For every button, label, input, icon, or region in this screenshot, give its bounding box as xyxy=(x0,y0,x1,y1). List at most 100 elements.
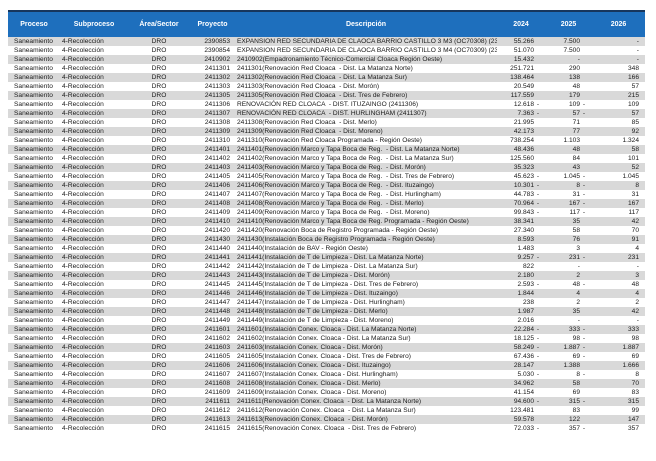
table-row[interactable]: Saneamiento 4-Recolección DRO 2411301 241130… xyxy=(8,64,645,73)
table-row[interactable]: Saneamiento 4-Recolección DRO 2410902 241090… xyxy=(8,55,645,64)
table-body: Saneamiento 4-Recolección DRO 2390853 EXPANS… xyxy=(8,37,645,433)
table-row[interactable]: Saneamiento 4-Recolección DRO 2411420 241142… xyxy=(8,226,645,235)
table-row[interactable]: Saneamiento 4-Recolección DRO 2411612 241161… xyxy=(8,406,645,415)
table-row[interactable]: Saneamiento 4-Recolección DRO 2411606 241160… xyxy=(8,361,645,370)
table-row[interactable]: Saneamiento 4-Recolección DRO 2390854 EXPANS… xyxy=(8,46,645,55)
cell-2024: 822 xyxy=(522,263,534,270)
table-row[interactable]: Saneamiento 4-Recolección DRO 2411608 241160… xyxy=(8,379,645,388)
cell-subproceso: 4-Recolección xyxy=(62,407,104,414)
cell-2025: - xyxy=(577,317,580,324)
table-row[interactable]: Saneamiento 4-Recolección DRO 2411605 241160… xyxy=(8,352,645,361)
table-row[interactable]: Saneamiento 4-Recolección DRO 2411448 241144… xyxy=(8,307,645,316)
cell-2025: - xyxy=(577,56,580,63)
table-row[interactable]: Saneamiento 4-Recolección DRO 2411401 241140… xyxy=(8,145,645,154)
cell-descripcion: 2411430(Instalación Boca de Registro Pro… xyxy=(237,236,435,243)
cell-2024: 45.623- xyxy=(513,173,540,180)
cell-area-sector: DRO xyxy=(151,308,167,315)
table-row[interactable]: Saneamiento 4-Recolección DRO 2411447 241144… xyxy=(8,298,645,307)
cell-2025: 58 xyxy=(572,227,580,234)
table-row[interactable]: Saneamiento 4-Recolección DRO 2411405 241140… xyxy=(8,172,645,181)
cell-2024: 12.618- xyxy=(513,101,540,108)
cell-area-sector: DRO xyxy=(151,101,167,108)
cell-descripcion: 2411410(Renovación Marco y Tapa Boca de … xyxy=(237,218,469,225)
cell-proceso: Saneamiento xyxy=(14,191,53,198)
cell-proceso: Saneamiento xyxy=(14,389,53,396)
cell-proceso: Saneamiento xyxy=(14,74,53,81)
cell-2024: 20.549 xyxy=(513,83,534,90)
cell-2026: 91 xyxy=(631,236,639,243)
col-header-2025: 2025 xyxy=(545,11,592,37)
table-row[interactable]: Saneamiento 4-Recolección DRO 2411613 241161… xyxy=(8,415,645,424)
table-row[interactable]: Saneamiento 4-Recolección DRO 2411445 241144… xyxy=(8,280,645,289)
cell-proceso: Saneamiento xyxy=(14,119,53,126)
cell-descripcion: 2411615(Renovación Conex. Cloaca - Dist.… xyxy=(237,425,417,432)
table-row[interactable]: Saneamiento 4-Recolección DRO 2411409 241140… xyxy=(8,208,645,217)
table-row[interactable]: Saneamiento 4-Recolección DRO 2411440 241144… xyxy=(8,244,645,253)
table-row[interactable]: Saneamiento 4-Recolección DRO 2411443 241144… xyxy=(8,271,645,280)
cell-subproceso: 4-Recolección xyxy=(62,173,104,180)
table-row[interactable]: Saneamiento 4-Recolección DRO 2411615 241161… xyxy=(8,424,645,433)
table-row[interactable]: Saneamiento 4-Recolección DRO 2411305 241130… xyxy=(8,91,645,100)
table-row[interactable]: Saneamiento 4-Recolección DRO 2411307 RENOVA… xyxy=(8,109,645,118)
cell-proyecto: 2411603 xyxy=(204,344,230,351)
cell-2026: 1.887 xyxy=(622,344,639,351)
cell-area-sector: DRO xyxy=(151,353,167,360)
table-row[interactable]: Saneamiento 4-Recolección DRO 2411602 241160… xyxy=(8,334,645,343)
cell-2024: 21.995 xyxy=(513,119,534,126)
cell-2024: 251.721 xyxy=(510,65,534,72)
cell-proyecto: 2411609 xyxy=(204,389,230,396)
table-row[interactable]: Saneamiento 4-Recolección DRO 2411306 RENOVA… xyxy=(8,100,645,109)
table-row[interactable]: Saneamiento 4-Recolección DRO 2411449 241144… xyxy=(8,316,645,325)
cell-proceso: Saneamiento xyxy=(14,209,53,216)
table-row[interactable]: Saneamiento 4-Recolección DRO 2411408 241140… xyxy=(8,199,645,208)
table-row[interactable]: Saneamiento 4-Recolección DRO 2411441 241144… xyxy=(8,253,645,262)
table-row[interactable]: Saneamiento 4-Recolección DRO 2411430 241143… xyxy=(8,235,645,244)
table-row[interactable]: Saneamiento 4-Recolección DRO 2411407 241140… xyxy=(8,190,645,199)
table-row[interactable]: Saneamiento 4-Recolección DRO 2390853 EXPANS… xyxy=(8,37,645,46)
table-row[interactable]: Saneamiento 4-Recolección DRO 2411442 241144… xyxy=(8,262,645,271)
cell-2024: 34.962 xyxy=(513,380,534,387)
table-row[interactable]: Saneamiento 4-Recolección DRO 2411406 241140… xyxy=(8,181,645,190)
table-row[interactable]: Saneamiento 4-Recolección DRO 2411603 241160… xyxy=(8,343,645,352)
table-row[interactable]: Saneamiento 4-Recolección DRO 2411410 241141… xyxy=(8,217,645,226)
col-header-proceso: Proceso xyxy=(8,11,60,37)
cell-2026: 117 xyxy=(628,209,639,216)
cell-area-sector: DRO xyxy=(151,182,167,189)
table-row[interactable]: Saneamiento 4-Recolección DRO 2411303 241130… xyxy=(8,82,645,91)
cell-descripcion: 2411448(Instalación de T de Limpieza - D… xyxy=(237,308,388,315)
cell-subproceso: 4-Recolección xyxy=(62,317,104,324)
cell-2025: 290 xyxy=(568,65,580,72)
cell-2024: 2.016 xyxy=(517,317,534,324)
cell-descripcion: RENOVACIÓN RED CLOACA - DIST. HURLINGHAM… xyxy=(237,110,427,117)
cell-proceso: Saneamiento xyxy=(14,290,53,297)
table-row[interactable]: Saneamiento 4-Recolección DRO 2411403 241140… xyxy=(8,163,645,172)
cell-proceso: Saneamiento xyxy=(14,137,53,144)
cell-proceso: Saneamiento xyxy=(14,56,53,63)
table-row[interactable]: Saneamiento 4-Recolección DRO 2411309 241130… xyxy=(8,127,645,136)
cell-proceso: Saneamiento xyxy=(14,263,53,270)
cell-proceso: Saneamiento xyxy=(14,254,53,261)
cell-proyecto: 2411307 xyxy=(204,110,230,117)
cell-2026: 333 xyxy=(627,326,639,333)
table-row[interactable]: Saneamiento 4-Recolección DRO 2411601 241160… xyxy=(8,325,645,334)
table-row[interactable]: Saneamiento 4-Recolección DRO 2411446 241144… xyxy=(8,289,645,298)
cell-proyecto: 2411305 xyxy=(204,92,230,99)
cell-proyecto: 2411408 xyxy=(204,200,230,207)
table-row[interactable]: Saneamiento 4-Recolección DRO 2411402 241140… xyxy=(8,154,645,163)
cell-area-sector: DRO xyxy=(151,218,167,225)
cell-proceso: Saneamiento xyxy=(14,146,53,153)
cell-descripcion: 2411409(Renovación Marco y Tapa Boca de … xyxy=(237,209,430,216)
cell-2025: 8- xyxy=(576,182,586,189)
cell-proyecto: 2411430 xyxy=(204,236,230,243)
col-header-descripcion: Descripción xyxy=(235,11,497,37)
cell-2025: 77 xyxy=(572,128,580,135)
table-row[interactable]: Saneamiento 4-Recolección DRO 2411607 241160… xyxy=(8,370,645,379)
table-row[interactable]: Saneamiento 4-Recolección DRO 2411302 241130… xyxy=(8,73,645,82)
table-row[interactable]: Saneamiento 4-Recolección DRO 2411308 241130… xyxy=(8,118,645,127)
table-row[interactable]: Saneamiento 4-Recolección DRO 2411609 241160… xyxy=(8,388,645,397)
table-row[interactable]: Saneamiento 4-Recolección DRO 2411310 241131… xyxy=(8,136,645,145)
cell-descripcion: 2411401(Renovación Marco y Tapa Boca de … xyxy=(237,146,460,153)
cell-proyecto: 2411601 xyxy=(204,326,230,333)
table-row[interactable]: Saneamiento 4-Recolección DRO 2411611 241161… xyxy=(8,397,645,406)
cell-2026: - xyxy=(636,56,639,63)
